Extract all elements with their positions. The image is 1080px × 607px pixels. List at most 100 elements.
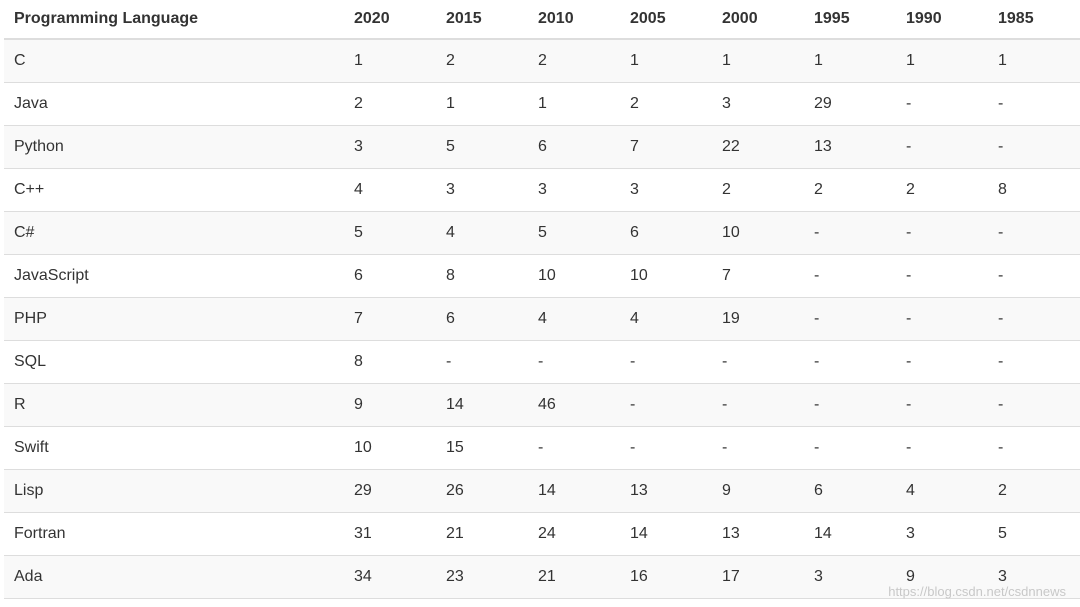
rank-cell: 2 — [436, 39, 528, 83]
watermark: https://blog.csdn.net/csdnnews — [888, 584, 1066, 599]
rank-cell: - — [804, 383, 896, 427]
table-body: C 1 2 2 1 1 1 1 1 Java 2 1 1 2 3 29- - Python 3 5 6 7 22 13- - C+… — [4, 39, 1080, 599]
language-cell: Java — [4, 82, 344, 126]
rank-cell: 7 — [620, 125, 712, 169]
rank-cell: 4 — [436, 211, 528, 255]
rank-cell: 3 — [436, 168, 528, 212]
table-row: Ada 34 23 21 16 17 3 9 3 — [4, 555, 1080, 599]
rank-cell: 10 — [344, 426, 436, 470]
rank-cell: 13 — [620, 469, 712, 513]
header-cell-year: 2000 — [712, 0, 804, 40]
table-row: JavaScript 6 8 10 10 7- - - — [4, 254, 1080, 298]
rank-cell: 3 — [988, 555, 1080, 599]
language-cell: Python — [4, 125, 344, 169]
table-row: R 9 14 46- - - - - — [4, 383, 1080, 427]
rank-cell: 21 — [528, 555, 620, 599]
rank-cell: - — [620, 383, 712, 427]
rank-cell: 9 — [896, 555, 988, 599]
header-cell-language: Programming Language — [4, 0, 344, 40]
rank-cell: 29 — [804, 82, 896, 126]
rank-cell: 6 — [528, 125, 620, 169]
rank-cell: - — [620, 340, 712, 384]
table-row: Fortran 31 21 24 14 13 14 3 5 — [4, 512, 1080, 556]
rank-cell: - — [804, 297, 896, 341]
rank-cell: 1 — [436, 82, 528, 126]
table-header: Programming Language 2020 2015 2010 2005… — [4, 0, 1080, 40]
rank-cell: - — [436, 340, 528, 384]
rank-cell: 1 — [344, 39, 436, 83]
header-row: Programming Language 2020 2015 2010 2005… — [4, 0, 1080, 40]
rank-cell: - — [896, 125, 988, 169]
rank-cell: 3 — [712, 82, 804, 126]
rank-cell: - — [988, 254, 1080, 298]
table-row: PHP 7 6 4 4 19- - - — [4, 297, 1080, 341]
rank-cell: - — [988, 297, 1080, 341]
rank-cell: 10 — [620, 254, 712, 298]
rank-cell: 14 — [620, 512, 712, 556]
table-row: Swift 10 15- - - - - - — [4, 426, 1080, 470]
rank-cell: 6 — [804, 469, 896, 513]
rank-cell: - — [988, 82, 1080, 126]
rank-cell: - — [988, 383, 1080, 427]
rank-cell: 9 — [344, 383, 436, 427]
rank-cell: 15 — [436, 426, 528, 470]
language-cell: SQL — [4, 340, 344, 384]
rank-cell: 2 — [988, 469, 1080, 513]
rank-cell: 14 — [528, 469, 620, 513]
table-row: C# 5 4 5 6 10- - - — [4, 211, 1080, 255]
header-cell-year: 1985 — [988, 0, 1080, 40]
rank-cell: 2 — [804, 168, 896, 212]
rank-cell: - — [896, 211, 988, 255]
rank-cell: 1 — [528, 82, 620, 126]
rank-cell: 23 — [436, 555, 528, 599]
rank-cell: - — [896, 383, 988, 427]
rank-cell: 10 — [528, 254, 620, 298]
rank-cell: - — [804, 254, 896, 298]
table-row: SQL 8- - - - - - - — [4, 340, 1080, 384]
rank-cell: 13 — [712, 512, 804, 556]
rank-cell: 6 — [620, 211, 712, 255]
rank-cell: 5 — [988, 512, 1080, 556]
rank-cell: - — [804, 340, 896, 384]
rank-cell: 46 — [528, 383, 620, 427]
rank-cell: 31 — [344, 512, 436, 556]
rank-cell: - — [804, 211, 896, 255]
rank-cell: 5 — [436, 125, 528, 169]
rank-cell: - — [528, 340, 620, 384]
rank-cell: 1 — [712, 39, 804, 83]
header-cell-year: 1995 — [804, 0, 896, 40]
rank-cell: 34 — [344, 555, 436, 599]
rank-cell: 14 — [804, 512, 896, 556]
language-cell: R — [4, 383, 344, 427]
rank-cell: - — [988, 340, 1080, 384]
rank-cell: - — [896, 297, 988, 341]
rank-cell: 10 — [712, 211, 804, 255]
rank-cell: 4 — [344, 168, 436, 212]
rank-cell: 17 — [712, 555, 804, 599]
rank-cell: 26 — [436, 469, 528, 513]
header-cell-year: 1990 — [896, 0, 988, 40]
rank-cell: 21 — [436, 512, 528, 556]
rank-cell: 1 — [896, 39, 988, 83]
language-ranking-table: Programming Language 2020 2015 2010 2005… — [4, 0, 1080, 599]
rank-cell: - — [988, 426, 1080, 470]
rank-cell: - — [712, 383, 804, 427]
language-cell: JavaScript — [4, 254, 344, 298]
rank-cell: 29 — [344, 469, 436, 513]
rank-cell: 5 — [528, 211, 620, 255]
rank-cell: 3 — [804, 555, 896, 599]
rank-cell: 2 — [712, 168, 804, 212]
rank-cell: 9 — [712, 469, 804, 513]
rank-cell: - — [712, 340, 804, 384]
rank-cell: 24 — [528, 512, 620, 556]
rank-cell: - — [988, 125, 1080, 169]
rank-cell: 13 — [804, 125, 896, 169]
rank-cell: 19 — [712, 297, 804, 341]
rank-cell: 3 — [896, 512, 988, 556]
rank-cell: - — [896, 254, 988, 298]
rank-cell: 4 — [896, 469, 988, 513]
rank-cell: - — [712, 426, 804, 470]
rank-cell: 1 — [620, 39, 712, 83]
rank-cell: 3 — [344, 125, 436, 169]
